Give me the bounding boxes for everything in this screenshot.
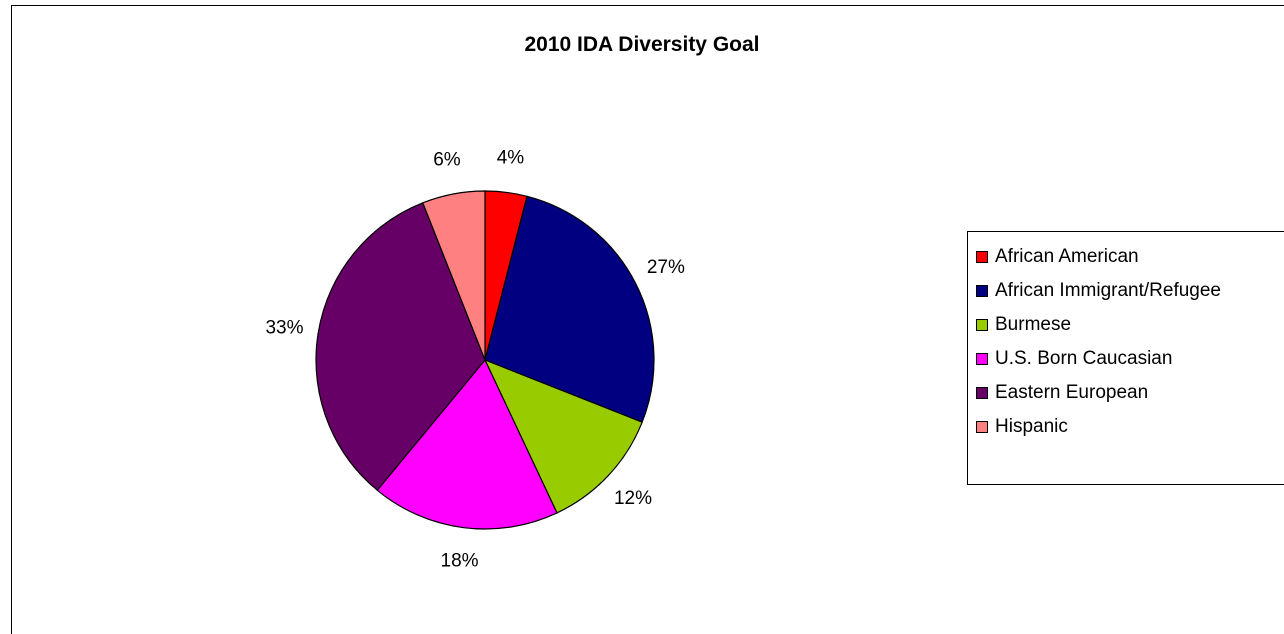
legend-swatch [976, 387, 988, 399]
legend-item: African American [968, 240, 1284, 274]
legend-label: U.S. Born Caucasian [995, 348, 1173, 369]
legend-item: Eastern European [968, 376, 1284, 410]
legend-label: African American [995, 246, 1139, 267]
legend-item: Burmese [968, 308, 1284, 342]
pie-slice-burmese [483, 358, 643, 514]
pie-slice-african-immigrant-refugee [484, 195, 655, 423]
legend-swatch [976, 421, 988, 433]
pie-data-label: 18% [441, 550, 479, 571]
pie-data-label: 4% [497, 148, 525, 169]
pie-data-label: 6% [433, 150, 461, 171]
pie-slice-hispanic [422, 190, 486, 361]
chart-title: 2010 IDA Diversity Goal [524, 33, 760, 56]
legend-label: Hispanic [995, 416, 1068, 437]
pie-data-label: 27% [647, 257, 685, 278]
pie-slice-u-s-born-caucasian [376, 358, 558, 530]
legend-swatch [976, 319, 988, 331]
pie-data-label: 12% [614, 488, 652, 509]
legend-label: Eastern European [995, 382, 1149, 403]
pie-slices [315, 190, 655, 530]
legend-item: Hispanic [968, 410, 1284, 444]
legend-swatch [976, 285, 988, 297]
legend-item: U.S. Born Caucasian [968, 342, 1284, 376]
pie-data-label: 33% [265, 317, 303, 338]
legend: African American African Immigrant/Refuge… [967, 231, 1284, 485]
pie-slice-eastern-european [315, 202, 486, 492]
pie-data-labels: 4% 27% 12% 18% 33% 6% [265, 148, 685, 572]
legend-swatch [976, 251, 988, 263]
legend-label: African Immigrant/Refugee [995, 280, 1221, 301]
legend-swatch [976, 353, 988, 365]
legend-item: African Immigrant/Refugee [968, 274, 1284, 308]
legend-label: Burmese [995, 314, 1072, 335]
